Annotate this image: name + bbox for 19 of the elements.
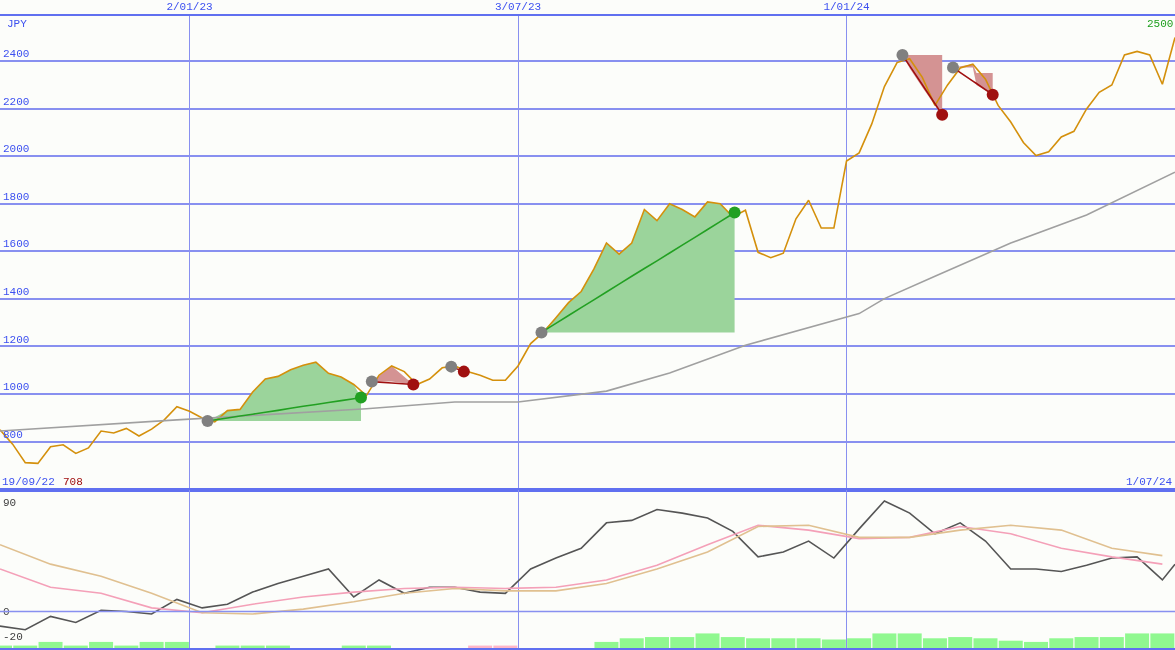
annotation: 2500: [1147, 18, 1174, 30]
y-tick-label: 1400: [3, 286, 30, 299]
x-tick-label: 2/01/23: [166, 0, 213, 13]
y-axis-title: JPY: [7, 18, 28, 30]
y-tick-label: 90: [3, 497, 17, 509]
annotation: 708: [63, 476, 83, 488]
y-tick-label: 800: [3, 428, 23, 441]
y-tick-label: 1600: [3, 238, 30, 251]
x-tick-label: 3/07/23: [494, 0, 542, 13]
y-tick-label: 1200: [3, 333, 30, 346]
y-tick-label: 2200: [3, 95, 30, 108]
annotation: 1/07/24: [1126, 476, 1173, 488]
annotation: 19/09/22: [2, 476, 55, 488]
y-tick-label: 1800: [3, 190, 30, 203]
y-tick-label: 1000: [3, 381, 30, 394]
y-tick-label: -20: [3, 630, 23, 643]
y-tick-label: 2000: [3, 143, 30, 156]
x-tick-label: 1/01/24: [823, 0, 871, 13]
y-tick-label: 2400: [3, 48, 30, 61]
